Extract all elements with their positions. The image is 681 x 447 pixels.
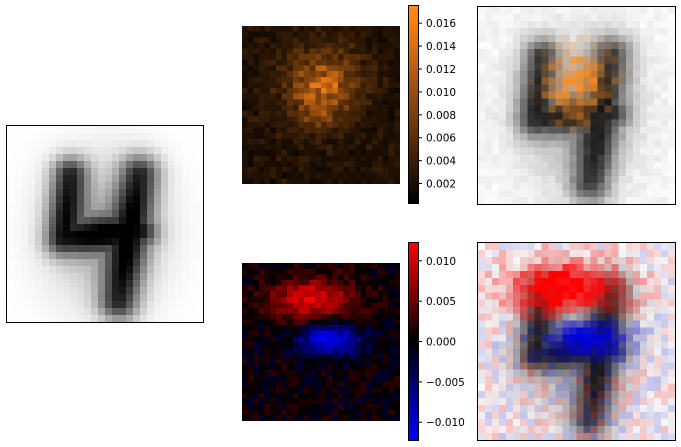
colorbar-tick-label: 0.010 bbox=[426, 256, 456, 268]
colorbar-tick-label: −0.010 bbox=[426, 417, 465, 429]
colorbar-tick-label: 0.010 bbox=[426, 87, 456, 99]
mean-digit-heatmap bbox=[7, 126, 203, 322]
diverging-attribution-heatmap bbox=[242, 263, 400, 421]
colorbar-tick-label: 0.006 bbox=[426, 133, 456, 145]
diverging-overlay-heatmap bbox=[478, 243, 675, 440]
orange-overlay-heatmap bbox=[478, 7, 675, 204]
diverging-colorbar bbox=[409, 243, 418, 440]
colorbar-tick-label: 0.012 bbox=[426, 64, 456, 76]
colorbar-tick-label: 0.002 bbox=[426, 179, 456, 191]
colorbar-tick-label: 0.005 bbox=[426, 296, 456, 308]
colorbar-tick-label: 0.014 bbox=[426, 41, 456, 53]
orange-colorbar bbox=[409, 6, 418, 203]
colorbar-tick-label: 0.004 bbox=[426, 156, 456, 168]
orange-attribution-heatmap bbox=[242, 26, 400, 184]
colorbar-tick-label: −0.005 bbox=[426, 377, 465, 389]
colorbar-tick-label: 0.008 bbox=[426, 110, 456, 122]
colorbar-tick-label: 0.016 bbox=[426, 18, 456, 30]
colorbar-tick-label: 0.000 bbox=[426, 337, 456, 349]
